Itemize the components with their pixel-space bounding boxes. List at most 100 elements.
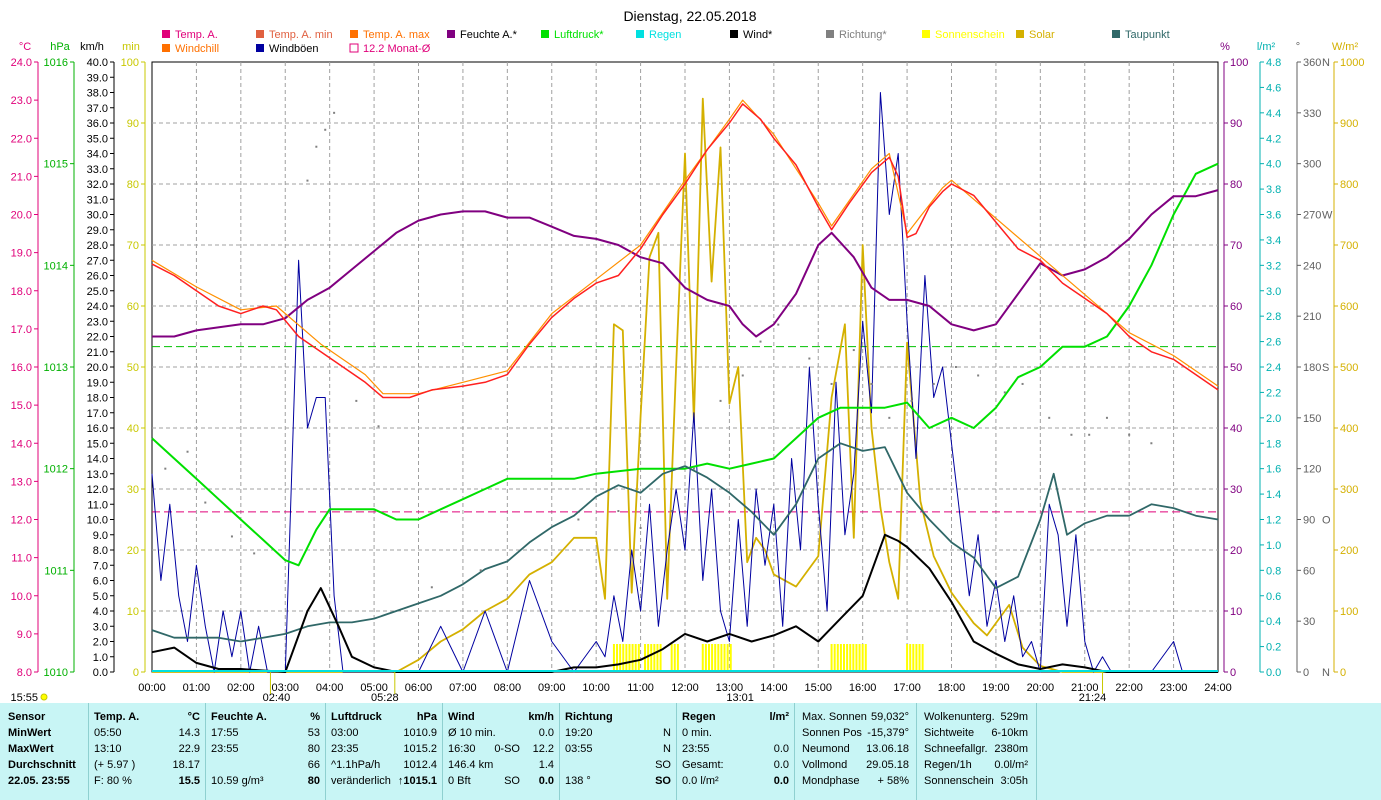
tick-label-temp: 24.0 [11, 57, 32, 69]
x-tick-label: 15:00 [804, 682, 832, 694]
stats-row: Ø 10 min. 0.0 [442, 725, 559, 741]
stats-label: MaxWert [8, 743, 54, 755]
stats-header: Temp. A. [94, 711, 140, 723]
stats-row: 23:35 1015.2 [325, 741, 442, 757]
legend-label: 12.2 Monat-Ø [363, 43, 431, 55]
legend-swatch [350, 30, 358, 38]
direction-point [355, 399, 358, 402]
tick-label-wm2: 100 [1340, 606, 1358, 618]
tick-label-lm2: 4.6 [1266, 82, 1281, 94]
tick-label-lm2: 1.0 [1266, 540, 1281, 552]
tick-label-temp: 8.0 [17, 667, 32, 679]
stats-cell: 05:50 [94, 727, 122, 739]
tick-label-temp: 17.0 [11, 324, 32, 336]
legend-swatch [541, 30, 549, 38]
stats-value: 53 [307, 727, 320, 739]
marker-moonrise: 02:40 [263, 692, 291, 703]
tick-label-pct: 80 [1230, 179, 1242, 191]
tick-label-kmh: 26.0 [87, 271, 108, 283]
direction-point [852, 349, 855, 352]
tick-label-lm2: 3.0 [1266, 286, 1281, 298]
stats-sensor: Sensor MinWert MaxWert Durchschnitt 22.05. 2… [0, 703, 89, 800]
tick-label-deg: 210 [1303, 311, 1321, 323]
tick-label-lm2: 0.4 [1266, 616, 1281, 628]
legend-swatch [1112, 30, 1120, 38]
stats-value: SO [655, 759, 671, 771]
stats-value: 0.0 [773, 759, 789, 771]
legend-swatch [447, 30, 455, 38]
x-tick-label: 01:00 [183, 682, 211, 694]
tick-label-lm2: 0.8 [1266, 565, 1281, 577]
tick-label-lm2: 2.8 [1266, 311, 1281, 323]
stats-cell: 0-SO [494, 743, 520, 755]
stats-header: Wind [448, 711, 475, 723]
stats-row: ^1.1hPa/h 1012.4 [325, 757, 442, 773]
tick-label-deg: 360 [1303, 57, 1321, 69]
x-tick-label: 09:00 [538, 682, 566, 694]
direction-point [377, 425, 380, 428]
tick-label-temp: 13.0 [11, 476, 32, 488]
tick-label-wm2: 1000 [1340, 57, 1364, 69]
stats-value: 0.0 [773, 775, 789, 787]
stats-label: 22.05. 23:55 [8, 775, 70, 787]
series-feuchte [152, 189, 1219, 338]
stats-cell: 23:55 [682, 743, 710, 755]
tick-label-kmh: 6.0 [93, 576, 108, 588]
stats-unit: % [310, 711, 320, 723]
stats-luftdruck: Luftdruck hPa 03:00 1010.9 23:35 1015.2 ^1.1hP… [325, 703, 443, 800]
stats-value: 1012.4 [403, 759, 437, 771]
tick-label-lm2: 4.4 [1266, 108, 1281, 120]
unit-min: min [122, 41, 140, 53]
stats-value: SO [655, 775, 671, 787]
tick-label-deg: 30 [1303, 616, 1315, 628]
direction-point [808, 357, 811, 360]
stats-row: Mondphase + 58% [794, 773, 916, 789]
direction-point [1003, 391, 1006, 394]
series-temp [151, 103, 1219, 399]
legend: Temp. A. Temp. A. min Temp. A. max Feuchte … [162, 29, 1170, 55]
tick-label-deg: 90 [1303, 515, 1315, 527]
stats-cell: veränderlich [331, 775, 391, 787]
stats-value: 1010.9 [403, 727, 437, 739]
tick-label-lm2: 1.8 [1266, 438, 1281, 450]
tick-label-kmh: 22.0 [87, 332, 108, 344]
tick-label-lm2: 1.4 [1266, 489, 1281, 501]
direction-point [692, 467, 695, 470]
stats-cell: 16:30 [448, 743, 476, 755]
tick-label-pct: 20 [1230, 545, 1242, 557]
direction-point [1150, 442, 1153, 445]
tick-label-lm2: 4.2 [1266, 133, 1281, 145]
stats-label: Wolkenunterg. [924, 711, 995, 723]
stats-value: 66 [307, 759, 320, 771]
tick-label-kmh: 15.0 [87, 438, 108, 450]
stats-row: 19:20 N [559, 725, 676, 741]
x-tick-label: 00:00 [138, 682, 166, 694]
stats-cell: 13:10 [94, 743, 122, 755]
tick-label-min: 80 [127, 179, 139, 191]
tick-label-lm2: 3.6 [1266, 210, 1281, 222]
compass-label: S [1322, 362, 1329, 374]
direction-point [910, 399, 913, 402]
direction-point [639, 526, 642, 529]
direction-point [333, 111, 336, 114]
tick-label-min: 10 [127, 606, 139, 618]
tick-label-kmh: 28.0 [87, 240, 108, 252]
tick-label-temp: 23.0 [11, 95, 32, 107]
tick-label-temp: 21.0 [11, 171, 32, 183]
grid: 00:00 01:00 02:00 03:00 04:00 05:00 06:00 07:00… [138, 61, 1232, 694]
tick-label-deg: 150 [1303, 413, 1321, 425]
tick-label-hpa: 1011 [44, 565, 68, 577]
unit-pct: % [1220, 41, 1230, 53]
stats-wind: Wind km/h Ø 10 min. 0.0 16:30 12.2 0-SO 146.4 k… [442, 703, 560, 800]
tick-label-temp: 9.0 [17, 629, 32, 641]
stats-header: Luftdruck [331, 711, 382, 723]
series-taupunkt [151, 442, 1219, 643]
stats-row: 146.4 km 1.4 [442, 757, 559, 773]
tick-label-deg: 60 [1303, 565, 1315, 577]
x-tick-label: 23:00 [1160, 682, 1188, 694]
tick-label-kmh: 32.0 [87, 179, 108, 191]
stats-row: Gesamt: 0.0 [676, 757, 794, 773]
unit-deg: ° [1296, 41, 1300, 53]
tick-label-temp: 18.0 [11, 286, 32, 298]
direction-point [830, 382, 833, 385]
